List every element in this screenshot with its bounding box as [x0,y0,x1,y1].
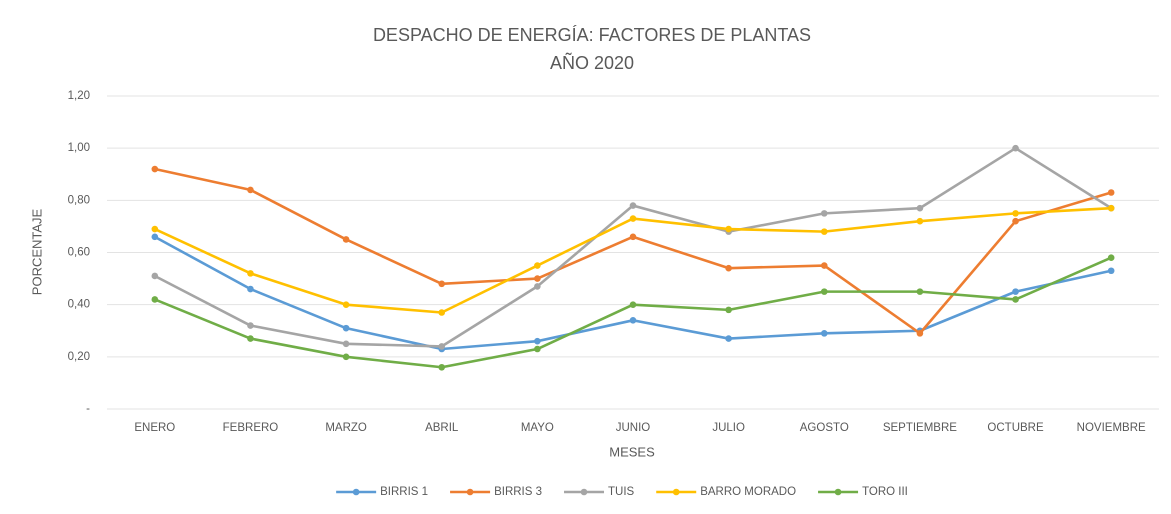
x-axis-title: MESES [609,444,655,459]
data-point [151,165,159,173]
legend-label: TORO III [862,486,908,498]
data-point [916,288,924,295]
y-tick-label: 1,00 [68,142,90,154]
data-point [629,233,637,241]
data-point [534,283,541,290]
data-point [1107,267,1115,275]
data-point [438,343,446,350]
data-point [820,288,828,295]
y-tick-label: - [86,403,90,415]
y-tick-label: 0,40 [68,299,90,311]
data-point [247,322,254,329]
data-point [247,270,254,277]
x-tick-label: ENERO [134,422,175,434]
legend-label: BIRRIS 3 [494,486,542,498]
x-tick-label: ABRIL [425,422,459,434]
data-point [534,345,541,353]
chart-title: DESPACHO DE ENERGÍA: FACTORES DE PLANTAS [373,25,811,45]
legend-label: TUIS [608,486,635,498]
data-point [629,202,637,209]
data-point [1012,217,1019,225]
data-point [151,225,159,233]
series-line [154,146,1112,348]
data-point [342,324,350,332]
data-point [916,204,924,212]
y-tick-label: 0,60 [68,247,90,259]
data-point [1107,254,1115,262]
data-point [247,285,254,293]
x-tick-label: OCTUBRE [987,422,1044,434]
data-point [916,217,924,225]
data-point [1012,210,1019,217]
legend-marker [672,488,680,496]
data-point [342,340,350,348]
y-axis-title: PORCENTAJE [29,208,44,295]
data-point [438,280,446,288]
x-tick-label: AGOSTO [800,422,849,434]
data-point [1012,144,1019,152]
x-tick-label: FEBRERO [223,422,279,434]
data-point [534,262,541,269]
legend-marker [466,488,474,496]
x-tick-label: MAYO [521,422,554,434]
data-point [151,296,159,303]
data-point [820,228,828,235]
data-point [247,335,254,342]
chart-title: AÑO 2020 [550,52,634,73]
data-point [629,215,637,222]
legend-marker [580,488,588,496]
x-tick-label: MARZO [325,422,367,434]
series-line [154,235,1112,351]
data-point [725,306,732,314]
x-tick-label: SEPTIEMBRE [883,422,957,434]
data-point [725,225,732,233]
data-point [916,330,924,337]
legend-marker [834,488,842,496]
x-tick-label: JULIO [712,422,745,434]
data-point [1107,204,1115,212]
legend-label: BIRRIS 1 [380,486,428,498]
data-point [1012,296,1019,303]
legend-label: BARRO MORADO [700,486,796,498]
y-tick-label: 0,20 [68,351,90,363]
data-point [725,335,732,342]
data-point [342,353,350,361]
data-point [534,275,541,282]
data-point [725,264,732,272]
data-point [820,330,828,337]
data-point [438,363,446,371]
data-point [438,309,446,316]
data-point [820,262,828,269]
y-tick-label: 1,20 [68,90,90,102]
data-point [342,301,350,308]
y-tick-label: 0,80 [68,194,90,206]
data-point [629,301,637,308]
x-tick-label: NOVIEMBRE [1077,422,1146,434]
data-point [151,272,159,280]
data-point [1107,189,1115,196]
legend-marker [352,488,360,496]
data-point [247,186,254,194]
data-point [342,236,350,243]
data-point [1012,288,1019,295]
x-tick-label: JUNIO [616,422,651,434]
data-point [629,317,637,324]
legend: BIRRIS 1 BIRRIS 3 TUIS BARRO MORADO TORO III [336,486,908,498]
data-point [820,210,828,217]
data-point [534,337,541,345]
data-point [151,233,159,241]
